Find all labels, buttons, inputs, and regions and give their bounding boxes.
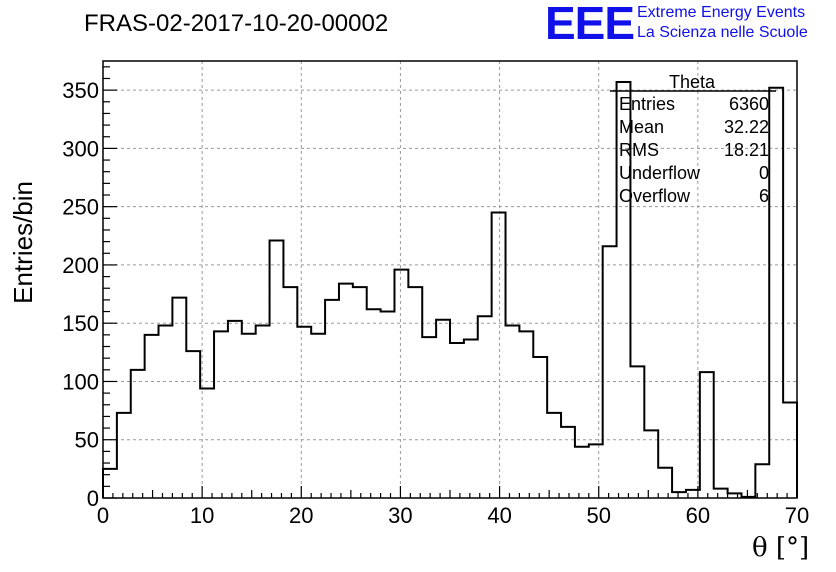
histogram-bin [700, 372, 714, 498]
histogram-bin [394, 270, 408, 498]
histogram-bin [256, 326, 270, 498]
stats-box-title: Theta [669, 72, 716, 92]
histogram-bin [575, 447, 589, 498]
x-axis-label: θ [°] [752, 533, 810, 563]
logo-text-line1: Extreme Energy Events [637, 4, 806, 21]
stats-row-label: Entries [619, 94, 675, 114]
x-axis: 0 10 20 30 40 50 60 70 [97, 486, 809, 528]
histogram-bin [506, 326, 520, 498]
stats-row-label: Underflow [619, 163, 701, 183]
histogram-bin [714, 489, 728, 498]
stats-row-value: 18.21 [724, 140, 769, 160]
histogram-bin [589, 444, 603, 498]
histogram-bin [464, 340, 478, 498]
x-tick-label: 20 [289, 503, 313, 528]
histogram-bin [561, 427, 575, 498]
histogram-bin [103, 469, 117, 498]
stats-row-label: Mean [619, 117, 664, 137]
histogram-bin [630, 366, 644, 498]
histogram-bin [283, 287, 297, 498]
y-tick-label: 300 [62, 136, 99, 161]
x-tick-label: 30 [388, 503, 412, 528]
histogram-bin [547, 413, 561, 498]
x-tick-label: 60 [686, 503, 710, 528]
histogram-bin [533, 357, 547, 498]
histogram-bin [519, 331, 533, 498]
histogram-bin [381, 312, 395, 498]
stats-row-value: 6 [759, 186, 769, 206]
histogram-bin [228, 321, 242, 498]
histogram-bins [103, 82, 797, 498]
y-tick-label: 0 [87, 486, 99, 511]
chart-title: FRAS-02-2017-10-20-00002 [84, 10, 389, 37]
y-tick-label: 150 [62, 311, 99, 336]
histogram-bin [311, 334, 325, 498]
histogram-bin [186, 351, 200, 498]
x-tick-label: 40 [487, 503, 511, 528]
histogram-bin [297, 327, 311, 498]
histogram-bin [408, 287, 422, 498]
histogram-bin [492, 212, 506, 498]
histogram-bin [353, 287, 367, 498]
histogram-bin [242, 334, 256, 498]
y-tick-label: 100 [62, 369, 99, 394]
stats-row-value: 32.22 [724, 117, 769, 137]
stats-row-label: Overflow [619, 186, 691, 206]
histogram-bin [755, 464, 769, 498]
logo-text-line2: La Scienza nelle Scuole [637, 24, 808, 41]
stats-row-value: 6360 [729, 94, 769, 114]
stats-rows: Entries 6360 Mean 32.22 RMS 18.21 Underflow 0 Ov… [619, 94, 769, 206]
stats-box: Theta Entries 6360 Mean 32.22 RMS 18.21 Underf… [610, 72, 776, 206]
y-tick-label: 50 [75, 428, 99, 453]
grid-lines [103, 61, 797, 498]
histogram-bin [214, 331, 228, 498]
x-tick-label: 50 [586, 503, 610, 528]
eee-logo-mark: EEE [545, 0, 635, 49]
histogram-bin [658, 468, 672, 498]
x-tick-label: 70 [785, 503, 809, 528]
stats-row-label: RMS [619, 140, 659, 160]
histogram-outline [102, 80, 798, 498]
histogram-bin [145, 335, 159, 498]
y-tick-label: 200 [62, 253, 99, 278]
y-axis: 0 50 100 150 200 250 300 350 [62, 66, 117, 511]
y-tick-label: 350 [62, 78, 99, 103]
histogram-bin [117, 413, 131, 498]
histogram-bin [769, 88, 783, 498]
histogram-bin [325, 300, 339, 498]
histogram-bin [436, 320, 450, 498]
histogram-bin [783, 402, 797, 498]
y-tick-label: 250 [62, 195, 99, 220]
histogram-bin [450, 343, 464, 498]
histogram-bin [644, 430, 658, 498]
histogram-bin [422, 337, 436, 498]
histogram-bin [131, 370, 145, 498]
y-axis-label: Entries/bin [8, 181, 38, 304]
histogram-bin [339, 284, 353, 498]
histogram-bin [270, 240, 284, 498]
histogram-bin [172, 298, 186, 498]
histogram-bin [367, 309, 381, 498]
histogram-bin [603, 246, 617, 498]
histogram-bin [159, 326, 173, 498]
x-tick-label: 10 [190, 503, 214, 528]
stats-row-value: 0 [759, 163, 769, 183]
histogram-bin [200, 388, 214, 498]
x-tick-label: 0 [97, 503, 109, 528]
histogram-bin [478, 316, 492, 498]
